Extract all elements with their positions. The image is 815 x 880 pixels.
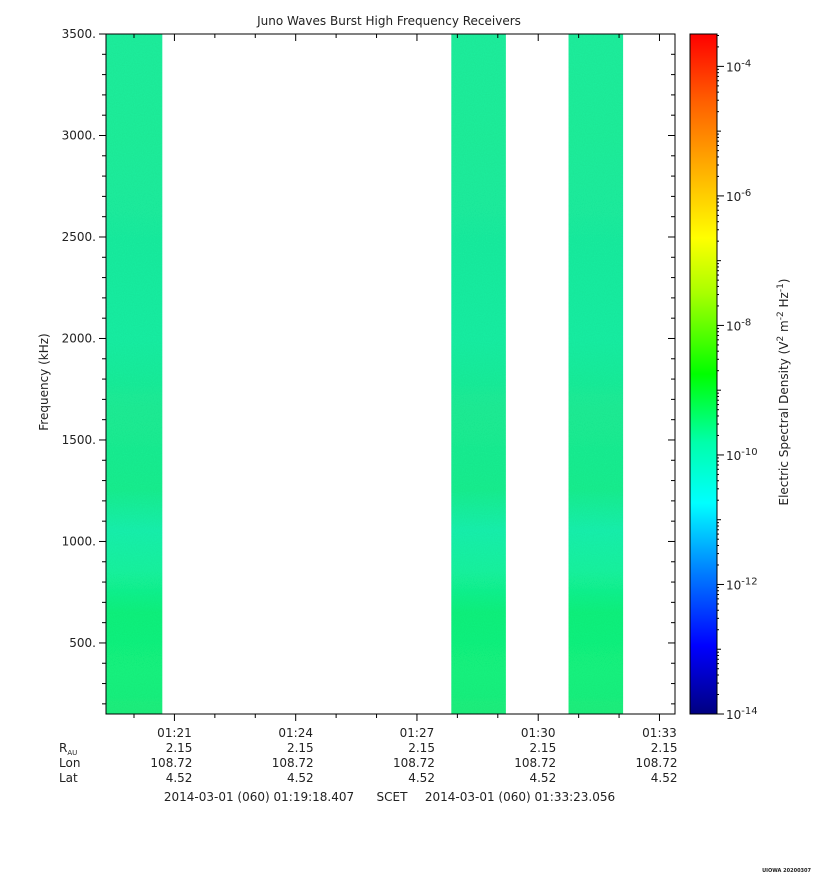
ephemeris-value: 4.52: [166, 771, 193, 785]
data-block-1: [106, 34, 163, 714]
time-range-middle: SCET: [377, 790, 409, 804]
y-tick-label: 3000.: [62, 128, 96, 142]
data-blocks: [106, 34, 624, 714]
colorbar-tick-label: 10-14: [726, 706, 758, 722]
time-range-start: 2014-03-01 (060) 01:19:18.407: [164, 790, 354, 804]
colorbar-tick-label: 10-12: [726, 576, 758, 592]
data-block-3: [568, 34, 624, 714]
y-tick-label: 1500.: [62, 433, 96, 447]
ephemeris-value: 108.72: [272, 756, 314, 770]
chart-title: Juno Waves Burst High Frequency Receiver…: [256, 14, 521, 28]
colorbar: [689, 33, 718, 715]
data-block-2: [451, 34, 506, 714]
ephemeris-value: 2.15: [166, 741, 193, 755]
x-axis: 01:21 01:24 01:27 01:30 01:33: [133, 34, 677, 740]
y-tick-label: 2000.: [62, 331, 96, 345]
y-axis: 500. 1000. 1500. 2000. 2500. 3000. 3500.: [62, 27, 675, 705]
ephemeris-value: 108.72: [150, 756, 192, 770]
x-tick-label: 01:24: [278, 726, 313, 740]
colorbar-label: Electric Spectral Density (V2 m-2 Hz-1): [776, 278, 791, 505]
ephemeris-value: 108.72: [514, 756, 556, 770]
colorbar-tick-label: 10-6: [726, 188, 751, 204]
ephemeris-value: 4.52: [529, 771, 556, 785]
ephemeris-value: 2.15: [408, 741, 435, 755]
ephemeris-value: 108.72: [635, 756, 677, 770]
x-tick-label: 01:30: [521, 726, 556, 740]
ephemeris-value: 2.15: [529, 741, 556, 755]
ephemeris-row-label: RAU: [59, 741, 77, 757]
ephemeris-value: 4.52: [408, 771, 435, 785]
x-tick-label: 01:21: [157, 726, 192, 740]
y-tick-label: 2500.: [62, 230, 96, 244]
y-tick-label: 3500.: [62, 27, 96, 41]
colorbar-axis: 10-14 10-12 10-10 10-8 10-6 10-4: [717, 34, 758, 722]
ephemeris-value: 4.52: [287, 771, 314, 785]
time-range-end: 2014-03-01 (060) 01:33:23.056: [425, 790, 615, 804]
x-tick-label: 01:27: [400, 726, 435, 740]
colorbar-tick-label: 10-4: [726, 58, 751, 74]
footer-stamp: UIOWA 20200307: [762, 868, 811, 874]
ephemeris-value: 4.52: [651, 771, 678, 785]
ephemeris-value: 108.72: [393, 756, 435, 770]
ephemeris-value: 2.15: [651, 741, 678, 755]
time-range: 2014-03-01 (060) 01:19:18.407 SCET 2014-…: [164, 790, 615, 804]
colorbar-tick-label: 10-8: [726, 317, 751, 333]
colorbar-tick-label: 10-10: [726, 447, 758, 463]
ephemeris-value: 2.15: [287, 741, 314, 755]
ephemeris-row-label: Lat: [59, 771, 78, 785]
x-tick-label: 01:33: [642, 726, 677, 740]
y-tick-label: 1000.: [62, 534, 96, 548]
y-axis-label: Frequency (kHz): [37, 333, 51, 430]
plot-frame: [105, 33, 676, 715]
ephemeris-table: RAU 2.15 2.15 2.15 2.15 2.15 Lon 108.72 108.72 10…: [59, 741, 677, 785]
y-tick-label: 500.: [69, 636, 96, 650]
ephemeris-row-label: Lon: [59, 756, 80, 770]
